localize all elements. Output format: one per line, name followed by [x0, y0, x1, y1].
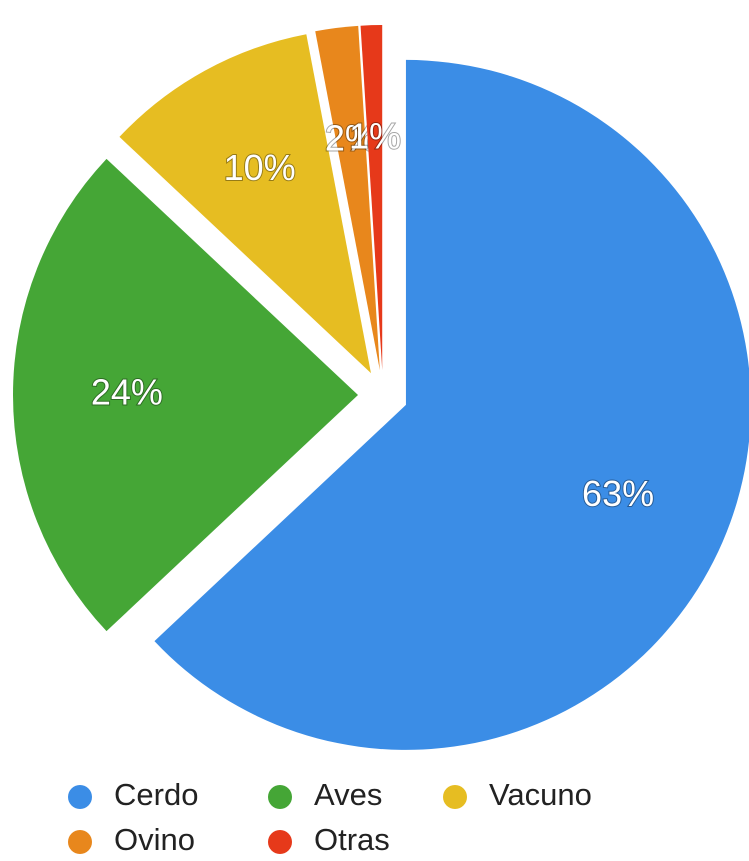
legend-swatch — [68, 785, 92, 809]
pie-slice — [154, 59, 749, 750]
pie-slice — [119, 34, 371, 374]
legend-label: Ovino — [114, 822, 195, 857]
pie-slice — [315, 25, 380, 371]
slice-label: 1% — [349, 115, 401, 156]
legend-label: Vacuno — [489, 777, 592, 812]
legend-swatch — [268, 830, 292, 854]
pie-slice — [12, 158, 359, 632]
legend-label: Cerdo — [114, 777, 198, 812]
legend-label: Aves — [314, 777, 382, 812]
slice-label: 24% — [91, 372, 163, 413]
slice-label: 63% — [582, 473, 654, 514]
legend-swatch — [443, 785, 467, 809]
legend-label: Otras — [314, 822, 390, 857]
legend-swatch — [268, 785, 292, 809]
pie-slice — [360, 25, 383, 371]
legend-swatch — [68, 830, 92, 854]
slice-label: 10% — [224, 147, 296, 188]
